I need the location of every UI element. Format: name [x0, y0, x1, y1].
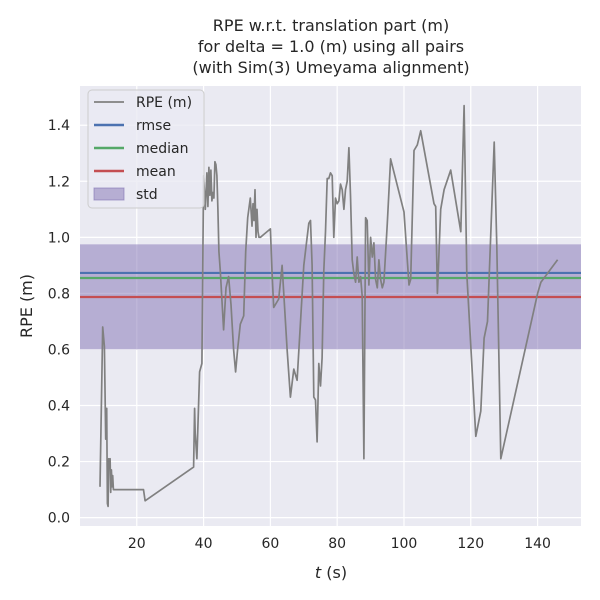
y-tick-label: 1.2: [48, 174, 70, 190]
legend-label: RPE (m): [136, 95, 192, 111]
title-line-2: for delta = 1.0 (m) using all pairs: [198, 37, 464, 56]
x-tick-label: 100: [391, 536, 418, 552]
y-axis-label: RPE (m): [17, 274, 36, 338]
legend-swatch-std: [93, 187, 125, 201]
y-tick-label: 1.4: [48, 118, 70, 134]
y-tick-label: 0.6: [48, 342, 70, 358]
y-tick-label: 0.2: [48, 455, 70, 471]
y-tick-labels: 0.0 0.2 0.4 0.6 0.8 1.0 1.2 1.4: [48, 118, 70, 526]
y-tick-label: 0.8: [48, 286, 70, 302]
x-tick-label: 140: [524, 536, 551, 552]
x-axis-label: t (s): [315, 563, 347, 582]
legend-label: rmse: [136, 118, 171, 134]
y-tick-label: 0.0: [48, 511, 70, 527]
x-tick-label: 40: [195, 536, 213, 552]
chart-title: RPE w.r.t. translation part (m) for delt…: [192, 16, 469, 77]
legend-label: median: [136, 141, 188, 157]
title-line-1: RPE w.r.t. translation part (m): [213, 16, 449, 35]
x-tick-labels: 20 40 60 80 100 120 140: [128, 536, 551, 552]
legend-label: mean: [136, 164, 176, 180]
x-tick-label: 60: [261, 536, 279, 552]
legend-items: RPE (m) rmse median mean std: [93, 95, 192, 203]
x-axis-label-variable: t: [315, 563, 322, 582]
title-line-3: (with Sim(3) Umeyama alignment): [192, 58, 469, 77]
legend-label: std: [136, 187, 158, 203]
legend-box: [87, 89, 205, 209]
x-tick-label: 80: [328, 536, 346, 552]
y-tick-label: 1.0: [48, 230, 70, 246]
x-tick-label: 120: [457, 536, 484, 552]
x-axis-label-unit: (s): [321, 563, 347, 582]
y-tick-label: 0.4: [48, 398, 70, 414]
x-tick-label: 20: [128, 536, 146, 552]
legend: RPE (m) rmse median mean std: [87, 89, 205, 209]
